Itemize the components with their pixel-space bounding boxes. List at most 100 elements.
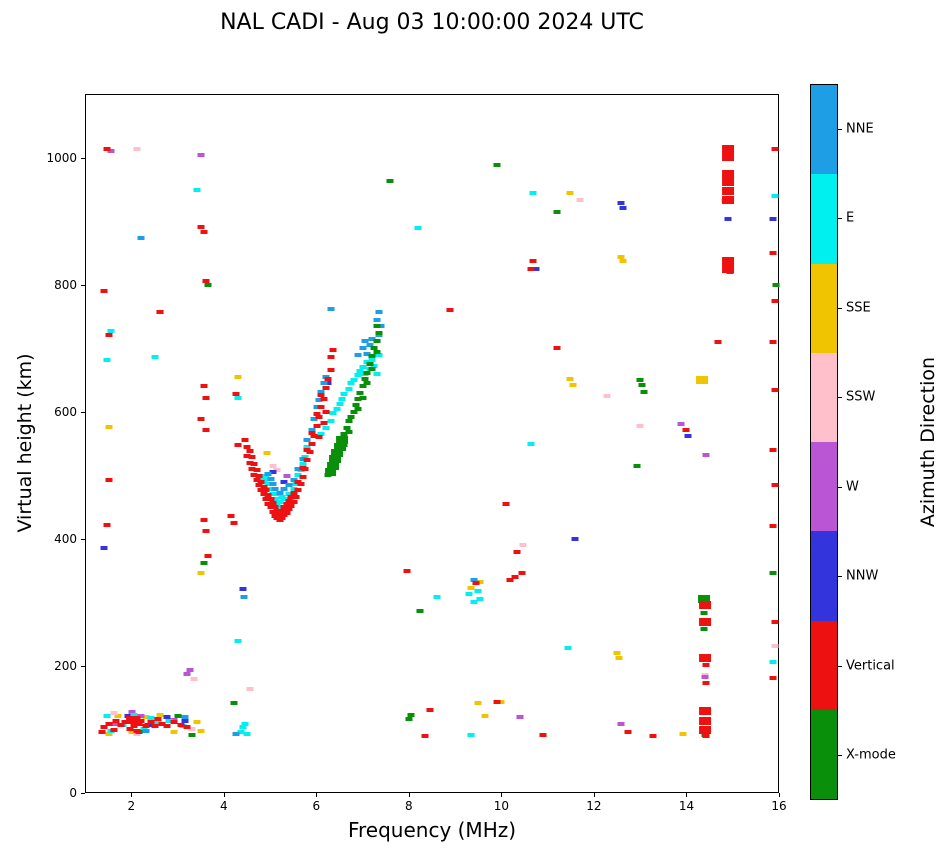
data-point-sse xyxy=(142,715,150,720)
data-point-e xyxy=(474,588,482,593)
data-point-vertical xyxy=(227,513,235,518)
colorbar-category-label: NNW xyxy=(846,568,879,584)
x-tick-label: 16 xyxy=(771,799,787,813)
data-point-x-mode xyxy=(700,626,708,631)
data-point-vertical xyxy=(313,412,321,417)
data-point-vertical xyxy=(699,717,712,726)
data-point-vertical xyxy=(200,384,208,389)
data-point-nnw xyxy=(100,546,108,551)
data-point-e xyxy=(771,194,779,199)
data-point-x-mode xyxy=(640,389,648,394)
data-point-e xyxy=(151,355,159,360)
data-point-nne xyxy=(317,389,325,394)
data-point-vertical xyxy=(769,447,777,452)
data-point-vertical xyxy=(262,496,270,501)
data-point-vertical xyxy=(197,417,205,422)
data-point-vertical xyxy=(276,512,284,517)
data-point-ssw xyxy=(576,197,584,202)
data-point-vertical xyxy=(183,725,191,730)
data-point-vertical xyxy=(202,427,210,432)
data-point-vertical xyxy=(147,720,155,725)
data-point-vertical xyxy=(264,493,272,498)
data-point-vertical xyxy=(306,450,314,455)
data-point-x-mode xyxy=(340,431,348,436)
data-point-vertical xyxy=(722,195,735,204)
data-point-vertical xyxy=(142,724,150,729)
data-point-vertical xyxy=(257,479,265,484)
data-point-sse xyxy=(569,383,577,388)
data-point-ssw xyxy=(519,542,527,547)
data-point-nne xyxy=(366,343,374,348)
y-tick-label: 200 xyxy=(54,658,77,673)
data-point-ssw xyxy=(133,146,141,151)
data-point-sse xyxy=(695,376,708,385)
data-point-vertical xyxy=(502,501,510,506)
data-point-vertical xyxy=(722,178,735,187)
data-point-w xyxy=(170,717,178,722)
data-point-x-mode xyxy=(363,370,371,375)
y-tick-label: 600 xyxy=(54,404,77,419)
data-point-nne xyxy=(327,307,334,312)
data-point-x-mode xyxy=(174,713,182,718)
x-tick-label: 10 xyxy=(493,799,510,813)
data-point-nnw xyxy=(181,719,189,724)
data-point-vertical xyxy=(121,720,129,725)
data-point-vertical xyxy=(320,421,328,426)
data-point-vertical xyxy=(699,601,712,610)
data-point-vertical xyxy=(126,716,139,725)
x-tick-label: 6 xyxy=(312,799,321,813)
data-point-w xyxy=(107,148,115,153)
data-point-vertical xyxy=(624,729,632,734)
data-point-vertical xyxy=(769,675,777,680)
y-tick-label: 0 xyxy=(69,786,77,800)
colorbar-tick xyxy=(838,128,842,130)
data-point-sse xyxy=(474,701,482,706)
data-point-vertical xyxy=(315,414,323,419)
data-point-w xyxy=(701,674,709,679)
data-point-nne xyxy=(361,338,369,343)
data-point-vertical xyxy=(553,346,561,351)
data-point-w xyxy=(702,452,710,457)
data-point-x-mode xyxy=(345,419,353,424)
data-point-nne xyxy=(137,235,145,240)
data-point-sse xyxy=(481,713,489,718)
data-point-nne xyxy=(285,483,293,488)
data-point-x-mode xyxy=(324,468,337,476)
data-point-nne xyxy=(377,324,385,329)
data-point-x-mode xyxy=(553,210,561,215)
data-point-vertical xyxy=(243,444,251,449)
data-point-sse xyxy=(619,259,627,263)
scatter-points-layer xyxy=(86,95,780,792)
data-point-x-mode xyxy=(354,406,362,411)
data-point-vertical xyxy=(283,502,291,507)
colorbar-category-label: SSE xyxy=(846,300,871,316)
data-point-x-mode xyxy=(326,461,339,470)
data-point-sse xyxy=(114,713,122,718)
data-point-vertical xyxy=(271,504,279,509)
data-point-w xyxy=(128,710,136,715)
data-point-vertical xyxy=(322,385,330,390)
data-point-e xyxy=(243,731,251,736)
data-point-sse xyxy=(615,655,623,660)
data-point-vertical xyxy=(158,721,166,726)
data-point-vertical xyxy=(269,501,277,506)
data-point-sse xyxy=(156,712,164,717)
data-point-vertical xyxy=(248,455,256,460)
data-point-vertical xyxy=(722,187,735,196)
data-point-e xyxy=(354,373,362,378)
x-tick xyxy=(593,793,595,797)
data-point-nne xyxy=(290,478,298,483)
data-point-ssw xyxy=(190,677,198,682)
data-point-vertical xyxy=(771,298,779,303)
x-axis-label: Frequency (MHz) xyxy=(347,818,517,842)
data-point-nne xyxy=(308,427,316,432)
data-point-e xyxy=(241,721,249,726)
data-point-sse xyxy=(263,451,271,455)
data-point-vertical xyxy=(315,435,323,440)
data-point-vertical xyxy=(714,340,722,345)
data-point-vertical xyxy=(230,521,238,526)
data-point-vertical xyxy=(103,146,111,151)
data-point-vertical xyxy=(156,309,164,314)
data-point-x-mode xyxy=(188,732,196,737)
data-point-x-mode xyxy=(769,571,777,576)
